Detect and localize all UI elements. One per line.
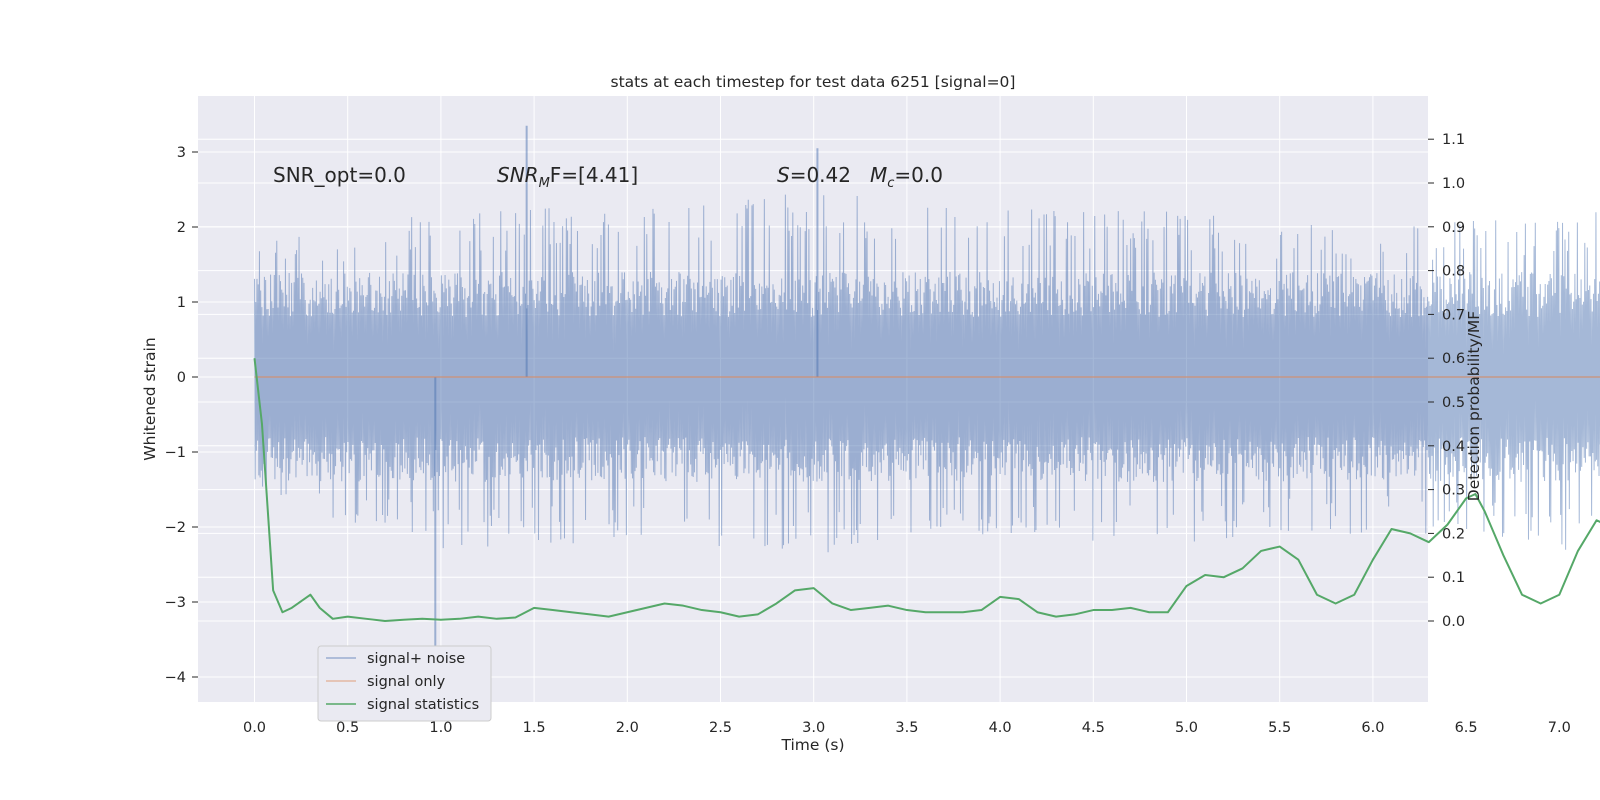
legend-box (317, 645, 492, 722)
y2-tick-label-0: 1.1 (1442, 132, 1465, 148)
legend: signal+ noise signal only signal statist… (317, 645, 492, 722)
y2-tick-label-10: 0.1 (1442, 570, 1465, 586)
annotation-mc: Mc=0.0 (870, 163, 943, 191)
y2-tick-label-6: 0.5 (1442, 395, 1465, 411)
x-tick-label-8: 4.0 (989, 720, 1012, 736)
legend-label-signal-only: signal only (367, 674, 446, 690)
y-tick-label-6: −3 (165, 595, 186, 611)
y2-axis-ticks: 1.1 1.0 0.9 0.8 0.7 0.6 0.5 0.4 0.3 0.2 0.1 0.0 (1428, 132, 1465, 630)
x-tick-label-14: 7.0 (1548, 720, 1571, 736)
legend-label-signal-noise: signal+ noise (367, 651, 465, 667)
annotation-s-main: S (777, 163, 790, 187)
x-tick-label-2: 1.0 (429, 720, 452, 736)
y2-tick-label-9: 0.2 (1442, 526, 1465, 542)
x-axis-ticks: 0.0 0.5 1.0 1.5 2.0 2.5 3.0 3.5 4.0 4.5 5.0 5.5 6.0 6… (243, 720, 1571, 736)
annotation-s: S=0.42 (777, 163, 851, 187)
y2-tick-label-2: 0.9 (1442, 220, 1465, 236)
y-axis-ticks: 3 2 1 0 −1 −2 −3 −4 (165, 145, 198, 686)
x-tick-label-9: 4.5 (1082, 720, 1105, 736)
annotation-snr-mf-main: SNR (497, 163, 539, 187)
x-tick-label-5: 2.5 (709, 720, 732, 736)
x-tick-label-10: 5.0 (1175, 720, 1198, 736)
y-tick-label-3: 0 (177, 370, 186, 386)
y2-tick-label-7: 0.4 (1442, 439, 1465, 455)
x-tick-label-7: 3.5 (895, 720, 918, 736)
x-tick-label-4: 2.0 (616, 720, 639, 736)
legend-label-signal-statistics: signal statistics (367, 697, 479, 713)
y-tick-label-5: −2 (165, 520, 186, 536)
x-tick-label-13: 6.5 (1455, 720, 1478, 736)
y2-tick-label-1: 1.0 (1442, 176, 1465, 192)
signal-noise-series (254, 125, 1600, 666)
chart-title: stats at each timestep for test data 625… (611, 73, 1016, 91)
y2-tick-label-5: 0.6 (1442, 351, 1465, 367)
y-tick-label-2: 1 (177, 295, 186, 311)
y2-tick-label-4: 0.7 (1442, 307, 1465, 323)
annotation-mc-value: =0.0 (894, 163, 943, 187)
annotation-snr-mf: SNRMF=[4.41] (497, 163, 638, 191)
annotation-snr-opt: SNR_opt=0.0 (273, 163, 406, 187)
y-tick-label-1: 2 (177, 220, 186, 236)
annotation-snr-mf-rest: F=[4.41] (550, 163, 638, 187)
signal-statistics-line (253, 358, 1600, 622)
x-tick-label-11: 5.5 (1268, 720, 1291, 736)
signal-statistics-series (253, 358, 1600, 622)
x-tick-label-6: 3.0 (802, 720, 825, 736)
annotation-mc-sub: c (887, 176, 894, 191)
annotation-mc-main: M (870, 163, 887, 187)
annotation-snr-mf-sub: M (539, 176, 550, 191)
annotation-s-value: =0.42 (790, 163, 851, 187)
x-axis-label: Time (s) (780, 736, 844, 754)
x-tick-label-1: 0.5 (336, 720, 359, 736)
y-tick-label-4: −1 (165, 445, 186, 461)
y-axis-label: Whitened strain (141, 337, 159, 460)
signal-noise-line (254, 194, 1600, 553)
y2-tick-label-3: 0.8 (1442, 264, 1465, 280)
y-tick-label-7: −4 (165, 670, 186, 686)
x-tick-label-12: 6.0 (1361, 720, 1384, 736)
y2-tick-label-11: 0.0 (1442, 614, 1465, 630)
y-tick-label-0: 3 (177, 145, 186, 161)
x-tick-label-0: 0.0 (243, 720, 266, 736)
y2-tick-label-8: 0.3 (1442, 483, 1465, 499)
y2-axis-label: Detection probability/MF (1465, 311, 1483, 502)
x-tick-label-3: 1.5 (523, 720, 546, 736)
